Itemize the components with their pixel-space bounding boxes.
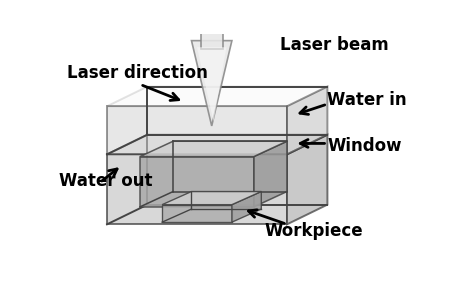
Text: Laser direction: Laser direction xyxy=(66,64,208,82)
Polygon shape xyxy=(191,41,232,126)
Polygon shape xyxy=(201,30,223,49)
Polygon shape xyxy=(162,205,232,222)
Text: Workpiece: Workpiece xyxy=(265,222,364,240)
Text: Window: Window xyxy=(328,137,402,154)
Polygon shape xyxy=(254,141,287,207)
Polygon shape xyxy=(140,141,287,156)
Polygon shape xyxy=(107,106,287,154)
Polygon shape xyxy=(197,47,227,122)
Polygon shape xyxy=(287,87,328,154)
Polygon shape xyxy=(232,191,261,222)
Polygon shape xyxy=(140,156,254,207)
Text: Laser beam: Laser beam xyxy=(280,36,388,54)
Text: Water out: Water out xyxy=(59,172,153,190)
Text: Water in: Water in xyxy=(328,91,407,109)
Polygon shape xyxy=(107,154,287,224)
Polygon shape xyxy=(107,87,328,106)
Polygon shape xyxy=(287,135,328,224)
Polygon shape xyxy=(162,191,261,205)
Polygon shape xyxy=(107,135,328,154)
